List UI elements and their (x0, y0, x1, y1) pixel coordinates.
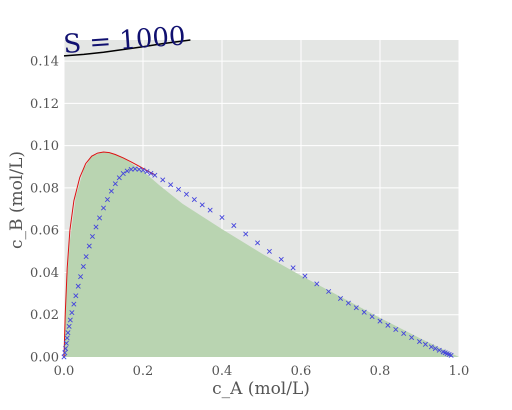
x-marker-point (66, 323, 72, 329)
red-boundary-line (63, 151, 156, 358)
x-tick-label: 1.0 (449, 364, 470, 379)
y-axis-label: c_B (mol/L) (7, 151, 27, 249)
x-marker-point (64, 335, 70, 341)
annotation-curve (63, 39, 191, 57)
x-tick-label: 0.6 (291, 364, 312, 379)
x-marker-point (409, 335, 415, 341)
x-marker-point (432, 346, 438, 352)
x-marker-point (160, 177, 166, 183)
x-marker-point (144, 169, 150, 175)
x-marker-point (73, 293, 79, 299)
x-tick-label: 0.2 (133, 364, 154, 379)
y-tick-label: 0.06 (30, 224, 59, 239)
x-marker-point (69, 310, 75, 316)
x-marker-point (78, 274, 84, 280)
x-marker-point (401, 331, 407, 337)
x-marker-point (89, 234, 95, 240)
x-marker-point (62, 350, 68, 356)
x-marker-point (183, 191, 189, 197)
x-marker-point (361, 309, 367, 315)
x-marker-point (353, 305, 359, 311)
x-marker-point (416, 339, 423, 345)
x-marker-point (168, 182, 174, 188)
y-tick-label: 0.14 (30, 55, 59, 70)
x-marker-point (176, 186, 182, 192)
x-marker-point (97, 215, 103, 221)
x-marker-point (231, 223, 237, 229)
x-marker-point (377, 318, 383, 324)
x-marker-point (428, 344, 434, 350)
x-marker-point (393, 327, 399, 333)
tick-labels: 0.0 0.2 0.4 0.6 0.8 1.0 0.00 0.02 0.04 0.06 0.08 0.… (30, 55, 469, 379)
x-marker-point (219, 215, 225, 221)
y-tick-label: 0.04 (30, 266, 59, 281)
x-marker-point (80, 264, 86, 270)
x-marker-point (124, 168, 130, 174)
x-marker-point (266, 248, 272, 254)
x-marker-point (140, 167, 146, 173)
x-marker-point (83, 254, 89, 260)
series-layer (61, 151, 454, 360)
x-marker-point (290, 265, 296, 271)
x-marker-point (314, 281, 320, 287)
x-marker-point (71, 301, 77, 307)
x-marker-point (112, 181, 118, 187)
x-marker-point (100, 205, 107, 211)
y-tick-label: 0.00 (30, 351, 59, 366)
x-marker-point (278, 256, 284, 262)
x-marker-point (152, 172, 158, 178)
x-marker-point (148, 170, 154, 176)
y-tick-label: 0.02 (30, 308, 59, 323)
x-marker-point (448, 352, 454, 358)
x-marker-point (436, 347, 442, 353)
x-marker-point (199, 202, 205, 208)
x-marker-point (104, 197, 110, 203)
x-marker-point (65, 330, 71, 336)
x-marker-point (86, 243, 92, 249)
x-marker-point (136, 166, 142, 172)
x-marker-point (337, 295, 344, 301)
x-marker-point (191, 197, 197, 203)
y-tick-label: 0.12 (30, 97, 59, 112)
x-marker-point (345, 300, 351, 306)
x-marker-point (207, 207, 213, 213)
x-marker-point (369, 314, 375, 320)
x-marker-point (116, 175, 122, 181)
x-marker-point (61, 354, 67, 360)
attainable-region-fill (64, 152, 459, 357)
x-marker-point (63, 346, 69, 352)
x-marker-point (67, 317, 73, 323)
x-marker-point (326, 288, 332, 295)
x-tick-label: 0.0 (54, 364, 75, 379)
x-marker-point (243, 231, 249, 237)
y-tick-label: 0.08 (30, 181, 59, 196)
x-marker-point (120, 171, 126, 177)
x-axis-label: c_A (mol/L) (212, 379, 310, 399)
axis-labels: c_A (mol/L) c_B (mol/L) (7, 151, 310, 399)
x-marker-point (422, 341, 428, 347)
filled-region-layer (64, 152, 459, 357)
x-tick-label: 0.8 (370, 364, 391, 379)
x-marker-point (93, 224, 99, 230)
x-marker-point (75, 283, 81, 289)
x-marker-point (63, 340, 69, 346)
x-marker-point (255, 240, 261, 246)
x-tick-label: 0.4 (212, 364, 233, 379)
x-marker-point (302, 273, 308, 279)
x-marker-point (385, 322, 391, 328)
x-marker-point (108, 188, 114, 194)
y-tick-label: 0.10 (30, 139, 59, 154)
